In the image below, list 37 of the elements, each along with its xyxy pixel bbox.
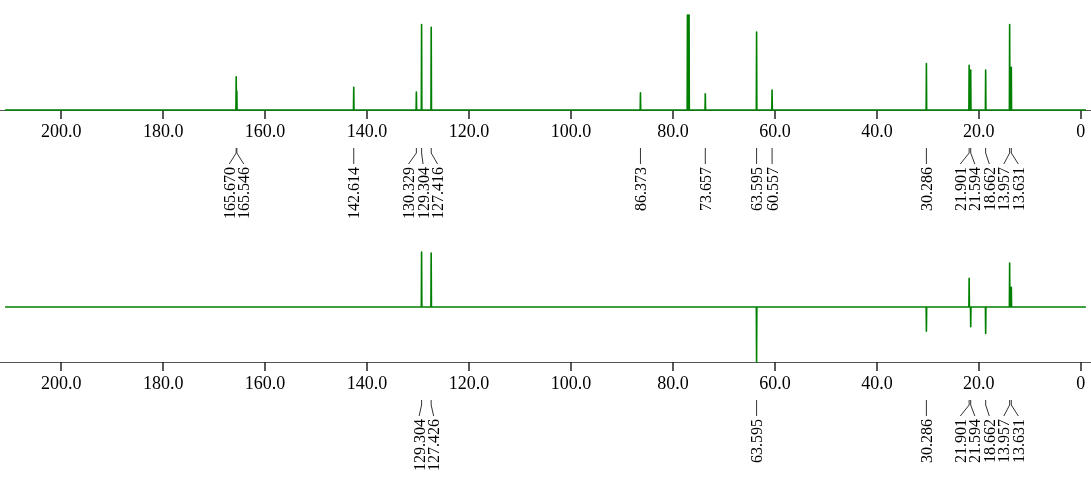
annotation: 63.595 (748, 419, 766, 463)
x-tick-label: 0 (1076, 121, 1086, 141)
x-tick-label: 40.0 (861, 373, 893, 393)
annotation: 165.546 (235, 167, 253, 219)
x-tick-label: 120.0 (448, 121, 490, 141)
x-tick-label: 80.0 (657, 121, 689, 141)
x-tick-label: 20.0 (963, 373, 995, 393)
annotation: 142.614 (345, 167, 363, 219)
annotation: 63.595 (748, 167, 766, 211)
x-tick-label: 200.0 (40, 373, 82, 393)
annotation: 127.426 (425, 419, 443, 471)
x-tick-label: 180.0 (142, 121, 184, 141)
x-tick-label: 60.0 (759, 121, 791, 141)
annotation: 165.670 (220, 167, 238, 219)
x-tick-label: 180.0 (142, 373, 184, 393)
annotation: 60.557 (763, 167, 781, 211)
x-tick-label: 140.0 (346, 121, 388, 141)
annotation: 73.657 (696, 167, 714, 211)
x-tick-label: 0 (1076, 373, 1086, 393)
x-tick-label: 200.0 (40, 121, 82, 141)
annotation: 21.901 (951, 167, 969, 211)
x-tick-label: 20.0 (963, 121, 995, 141)
x-tick-label: 100.0 (550, 373, 592, 393)
annotation: 86.373 (631, 167, 649, 211)
x-tick-label: 160.0 (244, 373, 286, 393)
x-tick-label: 100.0 (550, 121, 592, 141)
x-tick-label: 140.0 (346, 373, 388, 393)
x-tick-label: 60.0 (759, 373, 791, 393)
x-tick-label: 120.0 (448, 373, 490, 393)
x-tick-label: 40.0 (861, 121, 893, 141)
annotation: 30.286 (917, 419, 935, 463)
x-tick-label: 160.0 (244, 121, 286, 141)
annotation: 21.901 (951, 419, 969, 463)
annotation: 129.304 (410, 419, 428, 471)
x-tick-label: 80.0 (657, 373, 689, 393)
annotation: 30.286 (917, 167, 935, 211)
annotation: 127.416 (429, 167, 447, 219)
